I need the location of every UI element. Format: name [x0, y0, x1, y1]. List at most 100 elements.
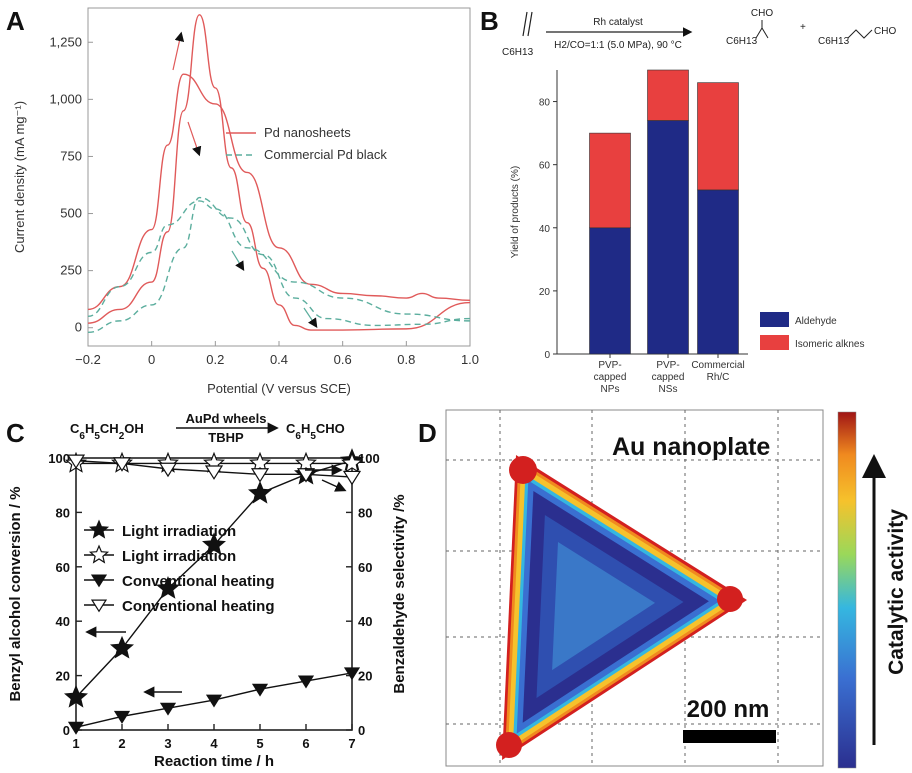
- panel-a-y-tick-label: 750: [60, 148, 82, 163]
- panel-c-point-filled-triangle-down: [159, 702, 177, 716]
- panel-b-bar-isomeric-alkenes: [589, 132, 631, 229]
- panel-b-y-tick-label: 40: [539, 224, 551, 235]
- panel-c-point-open-triangle-down: [66, 454, 86, 470]
- panel-c-point-open-triangle-down: [204, 465, 224, 480]
- panel-a-x-tick-label: 0.2: [206, 352, 224, 367]
- panel-letter-b: B: [480, 6, 499, 36]
- panel-c-point-open-star: [295, 451, 317, 473]
- panel-b-category-label: Commercial Rh/C: [691, 360, 744, 383]
- panel-b-y-axis-label: Yield of products (%): [510, 166, 521, 258]
- panel-c-axis-arrow-right: [321, 479, 347, 492]
- panel-c-x-axis-label: Reaction time / h: [154, 753, 274, 770]
- panel-c-point-open-triangle-down: [296, 468, 316, 483]
- panel-b-legend-label: Isomeric alknes: [795, 339, 864, 350]
- panel-c-legend-marker: [88, 544, 110, 564]
- panel-b-y-tick-label: 20: [539, 287, 551, 298]
- panel-a-series-pd-nanosheets-reverse: [87, 73, 471, 311]
- panel-c-legend-marker: [90, 599, 108, 613]
- panel-c-point-filled-star: [247, 480, 273, 504]
- panel-c-point-filled-star: [109, 635, 135, 659]
- panel-b-conditions: H2/CO=1:1 (5.0 MPa), 90 °C: [554, 40, 682, 51]
- panel-c-catalyst: AuPd wheels: [186, 411, 267, 426]
- panel-b-alkene-bond: [522, 11, 533, 37]
- panel-b-category-label: PVP-capped NSs: [652, 360, 685, 395]
- panel-a-series-pd-nanosheets-forward: [87, 14, 471, 331]
- panel-b-bar-aldehyde: [697, 189, 739, 355]
- panel-letter-d: D: [418, 418, 437, 448]
- panel-c-point-filled-triangle-down: [205, 694, 223, 708]
- panel-a-y-tick-label: 250: [60, 263, 82, 278]
- panel-c-oxidant: TBHP: [208, 430, 244, 445]
- panel-d-nanoplate-heatmap: [496, 455, 747, 760]
- panel-b-legend-swatch: [760, 335, 789, 350]
- panel-c-x-tick-label: 6: [302, 736, 309, 751]
- panel-c-y-axis-label: Benzyl alcohol conversion / %: [7, 486, 24, 701]
- panel-c-reactant: C6H5CH2OH: [70, 421, 144, 442]
- panel-c-point-filled-triangle-down: [251, 683, 269, 697]
- panel-c-y2-tick-label: 40: [358, 614, 372, 629]
- panel-a-x-tick-label: 1.0: [461, 352, 479, 367]
- panel-d-scalebar-label: 200 nm: [687, 696, 770, 723]
- panel-a-x-tick-label: 0.6: [334, 352, 352, 367]
- panel-a-x-axis-label: Potential (V versus SCE): [207, 381, 351, 396]
- panel-c-legend-label: Conventional heating: [122, 598, 275, 615]
- panel-a-series-pd-black-reverse: [87, 200, 471, 322]
- panel-c-x-tick-label: 4: [210, 736, 218, 751]
- panel-c-point-filled-triangle-down: [297, 675, 315, 689]
- panel-b-product2-group: CHO: [874, 26, 896, 37]
- panel-d-title: Au nanoplate: [612, 433, 770, 461]
- panel-b-plus: +: [800, 22, 806, 33]
- panel-a-y-tick-label: 0: [75, 320, 82, 335]
- panel-d-hot-corner: [717, 586, 743, 612]
- panel-c-y-tick-label: 80: [56, 505, 70, 520]
- panel-b-legend-label: Aldehyde: [795, 316, 837, 327]
- panel-c-point-open-star: [341, 451, 363, 473]
- panel-a-arrow-forward: [172, 31, 185, 71]
- panel-a-plot-frame: [87, 7, 471, 347]
- panel-a-x-tick-label: 0.8: [397, 352, 415, 367]
- panel-c-x-tick-label: 2: [118, 736, 125, 751]
- panel-b-product1: C6H13: [726, 36, 758, 47]
- panel-b-category-label: PVP-capped NPs: [594, 360, 627, 395]
- panel-c-y-tick-label: 20: [56, 669, 70, 684]
- panel-c-point-filled-triangle-down: [343, 667, 361, 681]
- panel-a-y-axis-label: Current density (mA mg⁻¹): [12, 101, 27, 253]
- panel-b-product1-group: CHO: [751, 8, 773, 19]
- panel-b-legend: Aldehyde Isomeric alknes: [760, 312, 864, 350]
- panel-d-au-nanoplate-map: Au nanoplate 200 nm Catalytic activity: [445, 409, 908, 769]
- panel-b-y-tick-label: 60: [539, 161, 551, 172]
- panel-a-series-pd-black-forward: [87, 196, 471, 333]
- panel-a-y-tick-label: 1,000: [49, 91, 82, 106]
- panel-c-y-tick-label: 0: [63, 723, 70, 738]
- panel-c-legend-label: Conventional heating: [122, 573, 275, 590]
- panel-d-colorbar-label: Catalytic activity: [885, 509, 908, 675]
- panel-a-arrow-pd-black: [231, 250, 245, 272]
- panel-b-bar-aldehyde: [647, 120, 689, 355]
- panel-c-point-filled-star: [202, 532, 226, 556]
- panel-c-point-open-triangle-down: [342, 470, 362, 486]
- panel-d-colorbar: [837, 411, 857, 769]
- panel-c-point-filled-triangle-down: [113, 710, 131, 724]
- panel-d-scalebar: [683, 730, 776, 743]
- panel-a-arrow-pd-black-2: [303, 307, 318, 328]
- panel-b-hydroformylation-yield: C6H13 Rh catalyst H2/CO=1:1 (5.0 MPa), 90 …: [502, 8, 896, 395]
- panel-c-y2-tick-label: 0: [358, 723, 365, 738]
- panel-c-x-tick-label: 5: [256, 736, 263, 751]
- panel-c-y-tick-label: 100: [48, 451, 70, 466]
- panel-a-legend-label: Commercial Pd black: [264, 147, 387, 162]
- panel-c-point-open-star: [249, 451, 271, 473]
- panel-c-y-tick-label: 40: [56, 614, 70, 629]
- panel-c-legend: Light irradiation Light irradiation Conven…: [84, 519, 275, 615]
- panel-c-point-filled-star: [63, 684, 89, 708]
- panel-b-legend-swatch: [760, 312, 789, 327]
- panel-b-bar-isomeric-alkenes: [647, 69, 689, 121]
- panel-a-legend: Pd nanosheets Commercial Pd black: [226, 125, 387, 162]
- panel-letter-a: A: [6, 6, 25, 36]
- panel-c-legend-label: Light irradiation: [122, 523, 236, 540]
- panel-a-cyclic-voltammogram: −0.2 0 0.2 0.4 0.6 0.8 1.0 0 250 500 750 1,000 1,250…: [12, 7, 479, 396]
- panel-c-reaction-scheme: C6H5CH2OH AuPd wheels TBHP C6H5CHO: [70, 411, 345, 445]
- panel-b-catalyst: Rh catalyst: [593, 17, 643, 28]
- panel-a-x-tick-label: 0.4: [270, 352, 288, 367]
- panel-c-legend-marker: [88, 519, 110, 539]
